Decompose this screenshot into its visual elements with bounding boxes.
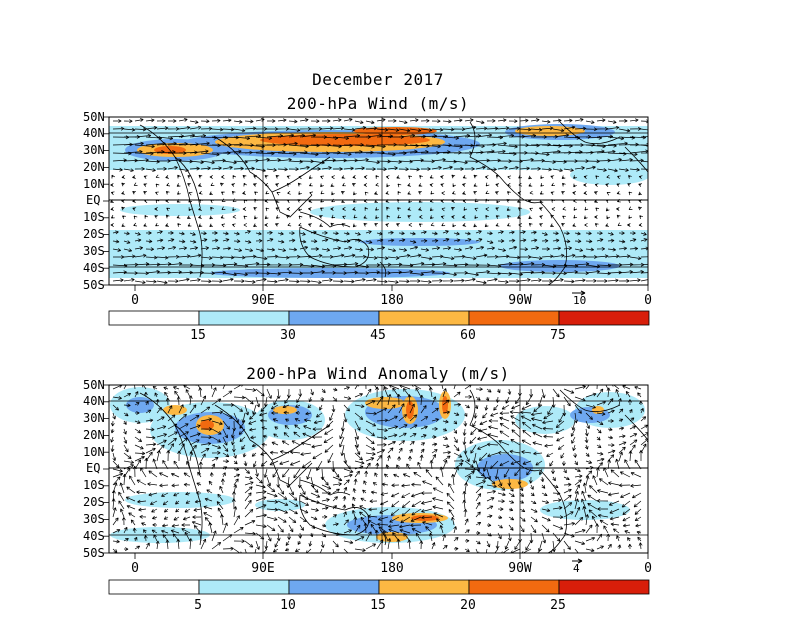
colorbar-swatch	[198, 310, 290, 326]
colorbar-label: 10	[280, 598, 296, 613]
lat-label: 50N	[83, 378, 105, 392]
panel2-title: 200-hPa Wind Anomaly (m/s)	[246, 364, 510, 383]
lat-label: 30S	[83, 512, 105, 526]
colorbar-label: 45	[370, 328, 386, 343]
lat-label: 10N	[83, 177, 105, 191]
colorbar-label: 25	[550, 598, 566, 613]
lat-label: 50S	[83, 546, 105, 560]
panel1-title: 200-hPa Wind (m/s)	[286, 94, 470, 113]
reference-vector: 4	[572, 558, 583, 575]
lat-label: 20N	[83, 428, 105, 442]
lat-label: EQ	[86, 193, 100, 207]
colorbar-label: 20	[460, 598, 476, 613]
longitude-labels: 0 90E 180 90W 0	[131, 293, 652, 308]
colorbar-label: 5	[194, 598, 202, 613]
lat-lon-grid	[109, 117, 648, 285]
colorbar-swatch	[558, 310, 650, 326]
longitude-labels: 0 90E 180 90W 0	[131, 561, 652, 576]
colorbar-label: 60	[460, 328, 476, 343]
colorbar-swatch	[108, 579, 200, 595]
colorbar-wind-anomaly	[108, 579, 650, 595]
lon-label: 90W	[508, 561, 532, 576]
lon-label: 180	[380, 293, 403, 308]
lat-label: 40N	[83, 126, 105, 140]
latitude-labels: 50N 40N 30N 20N 10N EQ 10S 20S 30S 40S 5…	[83, 110, 105, 292]
reference-vector-label: 10	[573, 294, 586, 307]
lon-label: 180	[380, 561, 403, 576]
colorbar-label: 75	[550, 328, 566, 343]
lat-lon-grid	[109, 385, 648, 553]
colorbar-swatch	[378, 579, 470, 595]
colorbar-swatch	[198, 579, 290, 595]
colorbar-swatch	[288, 310, 380, 326]
lat-label: 50N	[83, 110, 105, 124]
colorbar-swatch	[288, 579, 380, 595]
colorbar-labels: 5 10 15 20 25	[194, 598, 566, 613]
lon-label: 90E	[251, 561, 274, 576]
lon-label: 90E	[251, 293, 274, 308]
lat-label: 10S	[83, 478, 105, 492]
colorbar-wind-speed	[108, 310, 650, 326]
lat-label: 30S	[83, 244, 105, 258]
lon-label: 0	[131, 561, 139, 576]
wind-anomaly-vector-field	[110, 385, 648, 553]
colorbar-swatch	[108, 310, 200, 326]
lat-label: 40S	[83, 261, 105, 275]
lat-label: EQ	[86, 461, 100, 475]
colorbar-swatch	[558, 579, 650, 595]
colorbar-label: 15	[370, 598, 386, 613]
wind-vector-field	[110, 117, 648, 285]
reference-vector-label: 4	[573, 562, 580, 575]
lat-label: 40S	[83, 529, 105, 543]
lat-label: 40N	[83, 394, 105, 408]
lat-label: 30N	[83, 143, 105, 157]
lat-label: 20S	[83, 227, 105, 241]
figure-title: December 2017	[312, 70, 444, 89]
colorbar-labels: 15 30 45 60 75	[190, 328, 566, 343]
colorbar-label: 15	[190, 328, 206, 343]
lon-label: 0	[644, 561, 652, 576]
lat-label: 10N	[83, 445, 105, 459]
lat-label: 30N	[83, 411, 105, 425]
colorbar-label: 30	[280, 328, 296, 343]
colorbar-swatch	[468, 310, 560, 326]
lon-label: 0	[131, 293, 139, 308]
lat-label: 50S	[83, 278, 105, 292]
lon-label: 0	[644, 293, 652, 308]
axis-ticks	[103, 116, 649, 291]
colorbar-swatch	[378, 310, 470, 326]
coastlines	[139, 389, 648, 553]
wind-anomaly-map: 50N 40N 30N 20N 10N EQ 10S 20S 30S 40S 5…	[83, 378, 652, 613]
colorbar-swatch	[468, 579, 560, 595]
axis-ticks	[103, 384, 649, 559]
lat-label: 20N	[83, 160, 105, 174]
reference-vector: 10	[572, 290, 586, 307]
lat-label: 10S	[83, 210, 105, 224]
latitude-labels: 50N 40N 30N 20N 10N EQ 10S 20S 30S 40S 5…	[83, 378, 105, 560]
coastlines	[139, 121, 648, 285]
wind-speed-map: 50N 40N 30N 20N 10N EQ 10S 20S 30S 40S 5…	[83, 110, 652, 343]
lat-label: 20S	[83, 495, 105, 509]
lon-label: 90W	[508, 293, 532, 308]
